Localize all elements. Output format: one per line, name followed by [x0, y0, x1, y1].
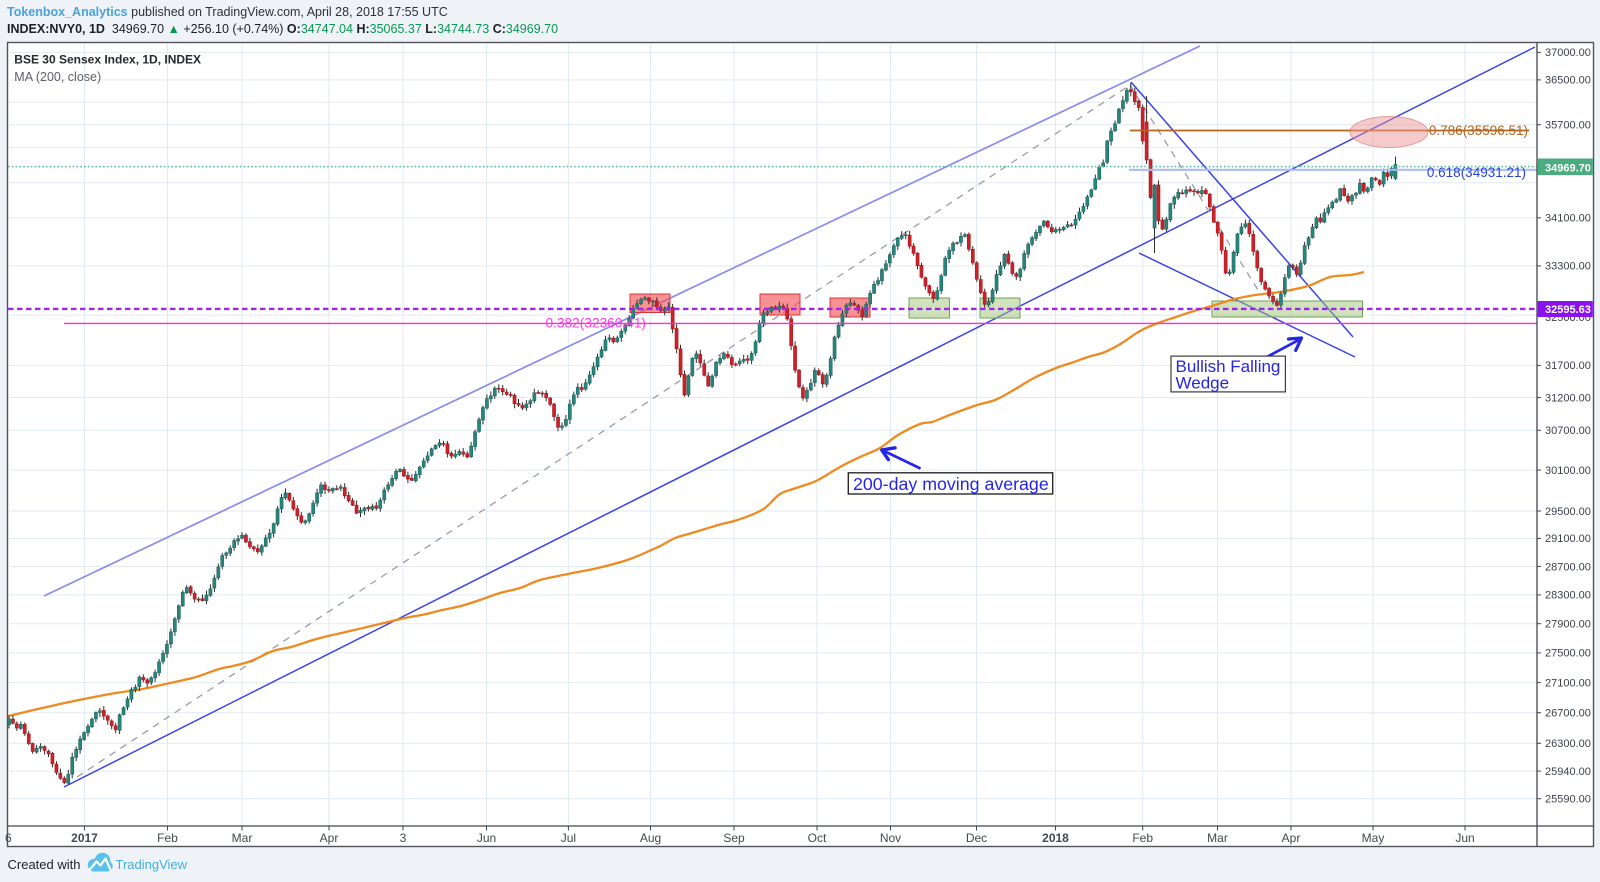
svg-text:Created with: Created with — [8, 857, 81, 872]
svg-text:Jul: Jul — [561, 831, 576, 845]
svg-text:3: 3 — [400, 831, 407, 845]
svg-text:MA (200, close): MA (200, close) — [14, 70, 101, 84]
svg-text:Aug: Aug — [640, 831, 661, 845]
svg-text:31200.00: 31200.00 — [1545, 392, 1591, 404]
svg-text:25590.00: 25590.00 — [1545, 794, 1591, 806]
svg-text:Wedge: Wedge — [1176, 373, 1230, 392]
svg-text:Apr: Apr — [1282, 831, 1301, 845]
svg-text:30100.00: 30100.00 — [1545, 465, 1591, 477]
svg-text:26300.00: 26300.00 — [1545, 738, 1591, 750]
svg-text:0.786(35596.51): 0.786(35596.51) — [1429, 123, 1528, 138]
svg-text:34100.00: 34100.00 — [1545, 213, 1591, 225]
svg-text:0.382(32360.41): 0.382(32360.41) — [546, 316, 646, 331]
svg-text:BSE 30 Sensex Index, 1D, INDEX: BSE 30 Sensex Index, 1D, INDEX — [14, 53, 201, 67]
svg-text:Feb: Feb — [1132, 831, 1153, 845]
svg-text:25940.00: 25940.00 — [1545, 766, 1591, 778]
svg-text:Jun: Jun — [477, 831, 496, 845]
svg-text:Apr: Apr — [320, 831, 339, 845]
svg-text:33300.00: 33300.00 — [1545, 261, 1591, 273]
svg-text:Dec: Dec — [966, 831, 987, 845]
svg-text:Jun: Jun — [1455, 831, 1474, 845]
svg-text:2017: 2017 — [71, 831, 98, 845]
svg-text:Sep: Sep — [723, 831, 745, 845]
svg-text:Feb: Feb — [157, 831, 178, 845]
svg-text:27500.00: 27500.00 — [1545, 648, 1591, 660]
svg-text:31700.00: 31700.00 — [1545, 360, 1591, 372]
svg-text:2018: 2018 — [1042, 831, 1069, 845]
svg-text:29500.00: 29500.00 — [1545, 506, 1591, 518]
svg-text:28300.00: 28300.00 — [1545, 590, 1591, 602]
svg-text:Mar: Mar — [232, 831, 253, 845]
svg-text:34969.70: 34969.70 — [1545, 162, 1591, 174]
svg-text:27100.00: 27100.00 — [1545, 677, 1591, 689]
svg-text:200-day moving average: 200-day moving average — [853, 474, 1049, 494]
svg-text:29100.00: 29100.00 — [1545, 533, 1591, 545]
svg-text:Bullish Falling: Bullish Falling — [1176, 357, 1281, 376]
svg-text:36500.00: 36500.00 — [1545, 75, 1591, 87]
svg-text:35700.00: 35700.00 — [1545, 120, 1591, 132]
svg-text:30700.00: 30700.00 — [1545, 425, 1591, 437]
svg-text:Nov: Nov — [880, 831, 901, 845]
svg-text:26700.00: 26700.00 — [1545, 708, 1591, 720]
svg-text:28700.00: 28700.00 — [1545, 561, 1591, 573]
svg-text:TradingView: TradingView — [116, 857, 188, 872]
svg-text:6: 6 — [5, 831, 12, 845]
svg-text:May: May — [1362, 831, 1385, 845]
svg-text:27900.00: 27900.00 — [1545, 619, 1591, 631]
svg-text:32595.63: 32595.63 — [1545, 304, 1591, 316]
svg-text:Mar: Mar — [1207, 831, 1228, 845]
svg-text:0.618(34931.21): 0.618(34931.21) — [1427, 165, 1526, 180]
svg-text:37000.00: 37000.00 — [1545, 47, 1591, 59]
svg-text:Oct: Oct — [808, 831, 827, 845]
